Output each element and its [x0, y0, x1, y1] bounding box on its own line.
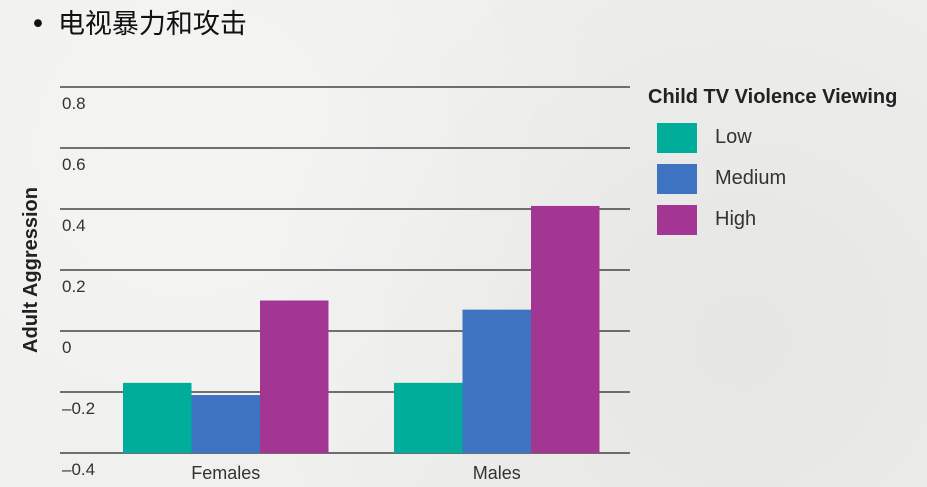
legend-item-low: Low [657, 117, 897, 158]
legend-label-medium: Medium [715, 167, 787, 189]
y-tick-label: 0 [62, 338, 71, 357]
legend-title: Child TV Violence Viewing [648, 86, 898, 108]
legend-swatch-medium [657, 163, 697, 194]
y-axis-label: Adult Aggression [20, 187, 42, 353]
legend-swatch-high [657, 204, 697, 235]
y-tick-label: 0.4 [62, 216, 86, 235]
x-category-label: Males [473, 463, 521, 483]
y-tick-label: –0.4 [62, 460, 95, 479]
bar-females-low [123, 382, 192, 453]
legend: Child TV Violence Viewing Low Medium Hig… [648, 86, 897, 240]
legend-item-high: High [657, 199, 897, 240]
y-tick-label: 0.2 [62, 277, 86, 296]
bullet-icon: • [30, 9, 46, 40]
x-category-label: Females [191, 463, 260, 483]
slide-title-text: 电视暴力和攻击 [57, 9, 247, 40]
legend-label-low: Low [715, 126, 752, 148]
legend-swatch-low [657, 122, 697, 153]
y-tick-label: 0.8 [62, 94, 86, 113]
bar-females-medium [191, 395, 260, 453]
bar-males-high [531, 205, 600, 453]
y-tick-label: –0.2 [62, 399, 95, 418]
legend-label-high: High [715, 208, 757, 230]
slide-title: • 电视暴力和攻击 [30, 2, 247, 41]
y-tick-labels: 0.8 0.6 0.4 0.2 0 –0.2 –0.4 [62, 94, 95, 479]
bars [123, 205, 600, 453]
bar-males-medium [462, 309, 531, 453]
bar-females-high [260, 300, 329, 453]
bar-males-low [394, 382, 463, 453]
y-tick-label: 0.6 [62, 155, 86, 174]
x-category-labels: Females Males [191, 463, 521, 483]
legend-item-medium: Medium [657, 158, 897, 199]
